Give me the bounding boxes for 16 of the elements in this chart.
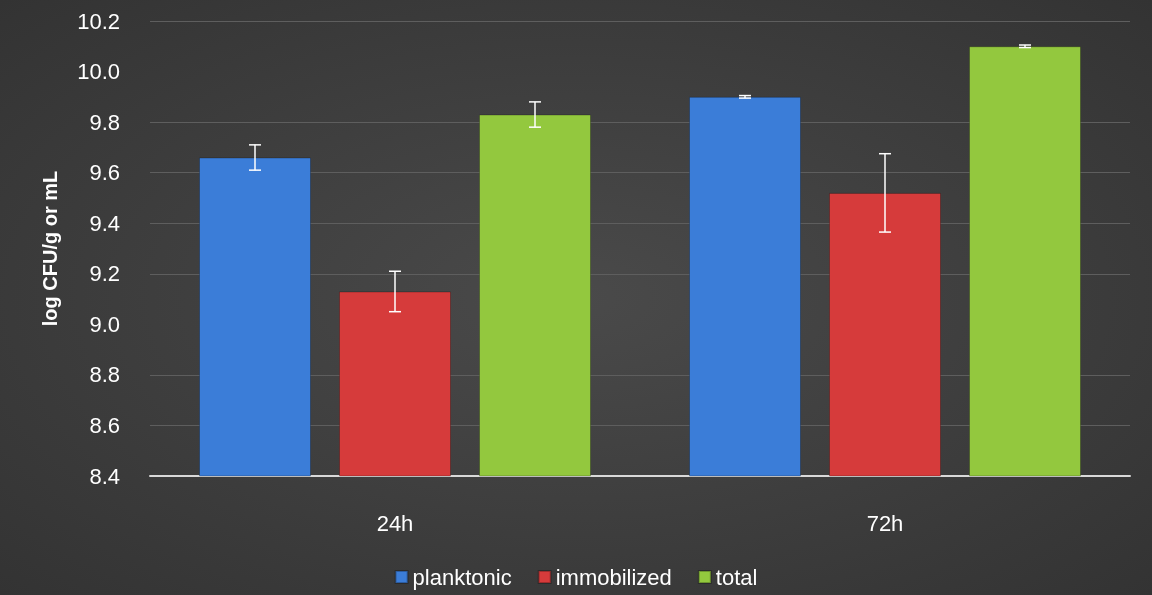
y-tick-label: 8.6 xyxy=(89,412,120,438)
y-tick-label: 8.4 xyxy=(89,463,120,489)
legend-label: planktonic xyxy=(412,564,512,590)
y-tick-label: 9.0 xyxy=(89,311,120,337)
y-tick-label: 9.6 xyxy=(89,160,120,186)
x-tick-label: 24h xyxy=(376,510,414,536)
legend-label: immobilized xyxy=(555,564,672,590)
y-axis-title: log CFU/g or mL xyxy=(39,170,61,327)
y-tick-label: 9.8 xyxy=(89,109,120,135)
y-tick-label: 9.2 xyxy=(89,261,120,287)
x-tick-label: 72h xyxy=(866,510,904,536)
y-tick-label: 8.8 xyxy=(89,362,120,388)
y-tick-label: 9.4 xyxy=(89,210,120,236)
y-tick-label: 10.2 xyxy=(77,8,120,34)
legend-label: total xyxy=(715,564,758,590)
y-tick-label: 10.0 xyxy=(77,59,120,85)
